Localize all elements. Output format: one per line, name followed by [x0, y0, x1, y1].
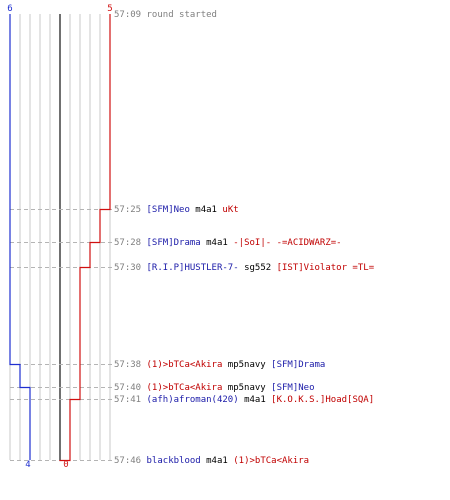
- round-start-row: 57:09 round started: [114, 10, 217, 20]
- event-time: 57:25: [114, 205, 142, 215]
- kill-event-row: 57:46 blackblood m4a1 (1)>bTCa<Akira: [114, 456, 309, 466]
- kill-event-row: 57:41 (afh)afroman(420) m4a1 [K.O.K.S.]H…: [114, 395, 374, 405]
- blue-alive-line: [9, 14, 31, 460]
- killer-name: (1)>bTCa<Akira: [146, 360, 223, 370]
- round-start-text: round started: [146, 10, 217, 20]
- event-log: 57:09 round started 57:25 [SFM]Neo m4a1 u…: [114, 0, 450, 500]
- kill-event-row: 57:28 [SFM]Drama m4a1 -|SoI|- -=ACIDWARZ…: [114, 238, 342, 248]
- kill-event-row: 57:25 [SFM]Neo m4a1 uKt: [114, 205, 239, 215]
- kill-event-row: 57:40 (1)>bTCa<Akira mp5navy [SFM]Neo: [114, 383, 315, 393]
- kill-event-row: 57:38 (1)>bTCa<Akira mp5navy [SFM]Drama: [114, 360, 325, 370]
- weapon-name: m4a1: [206, 456, 228, 466]
- weapon-name: m4a1: [206, 238, 228, 248]
- weapon-name: mp5navy: [227, 360, 266, 370]
- blue-end-count: 4: [25, 460, 30, 470]
- event-time: 57:28: [114, 238, 142, 248]
- victim-name: [SFM]Neo: [271, 383, 315, 393]
- red-alive-line: [59, 14, 111, 462]
- killer-name: [R.I.P]HUSTLER-7-: [146, 263, 239, 273]
- blue-start-count: 6: [7, 4, 12, 14]
- weapon-name: m4a1: [244, 395, 266, 405]
- killer-name: blackblood: [146, 456, 201, 466]
- event-time: 57:30: [114, 263, 142, 273]
- victim-name: [K.O.K.S.]Hoad[SQA]: [271, 395, 375, 405]
- victim-name: [IST]Violator =TL=: [276, 263, 375, 273]
- kill-event-row: 57:30 [R.I.P]HUSTLER-7- sg552 [IST]Viola…: [114, 263, 374, 273]
- victim-name: (1)>bTCa<Akira: [233, 456, 310, 466]
- event-time: 57:38: [114, 360, 142, 370]
- event-time: 57:46: [114, 456, 142, 466]
- weapon-name: m4a1: [195, 205, 217, 215]
- killer-name: (1)>bTCa<Akira: [146, 383, 223, 393]
- event-time: 57:09: [114, 10, 142, 20]
- victim-name: -|SoI|- -=ACIDWARZ=-: [233, 238, 342, 248]
- victim-name: uKt: [222, 205, 239, 215]
- killer-name: [SFM]Neo: [146, 205, 190, 215]
- weapon-name: mp5navy: [227, 383, 266, 393]
- weapon-name: sg552: [244, 263, 272, 273]
- victim-name: [SFM]Drama: [271, 360, 326, 370]
- red-end-count: 0: [63, 460, 68, 470]
- killer-name: (afh)afroman(420): [146, 395, 239, 405]
- event-time: 57:40: [114, 383, 142, 393]
- red-start-count: 5: [107, 4, 112, 14]
- event-time: 57:41: [114, 395, 142, 405]
- killer-name: [SFM]Drama: [146, 238, 201, 248]
